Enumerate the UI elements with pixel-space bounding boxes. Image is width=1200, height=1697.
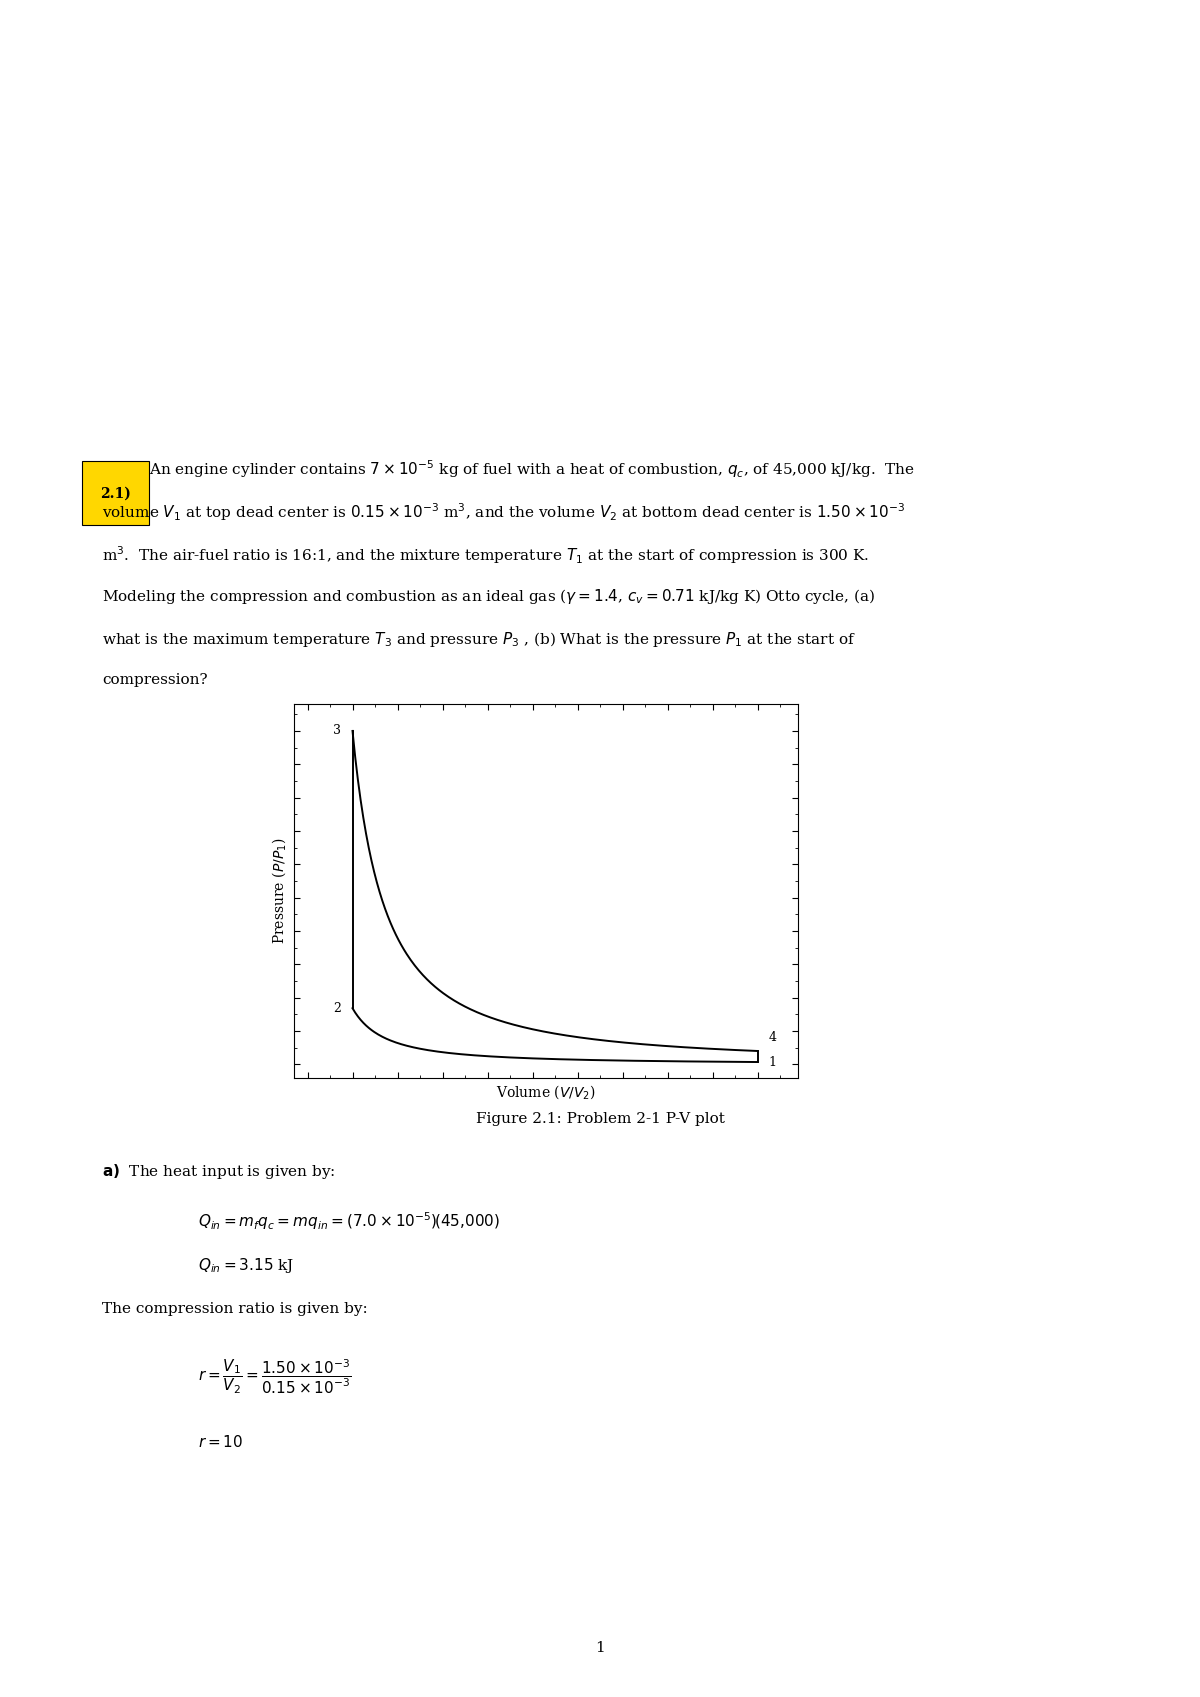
FancyBboxPatch shape [82, 462, 149, 526]
Text: Modeling the compression and combustion as an ideal gas ($\gamma = 1.4$, $c_v = : Modeling the compression and combustion … [102, 587, 875, 606]
Text: Figure 2.1: Problem 2-1 P-V plot: Figure 2.1: Problem 2-1 P-V plot [475, 1112, 725, 1125]
Text: what is the maximum temperature $T_3$ and pressure $P_3$ , (b) What is the press: what is the maximum temperature $T_3$ an… [102, 630, 856, 650]
Text: compression?: compression? [102, 674, 208, 687]
Text: 1: 1 [595, 1641, 605, 1655]
Text: $r = 10$: $r = 10$ [198, 1434, 244, 1449]
Text: $Q_{in} = m_f q_c = m q_{in} = \left(7.0 \times 10^{-5}\right)\!(45{,}000)$: $Q_{in} = m_f q_c = m q_{in} = \left(7.0… [198, 1210, 500, 1232]
Text: 2.1): 2.1) [100, 487, 131, 501]
Text: 2: 2 [334, 1001, 341, 1015]
Text: $\mathbf{a)}$  The heat input is given by:: $\mathbf{a)}$ The heat input is given by… [102, 1162, 336, 1181]
Text: 1: 1 [769, 1056, 776, 1069]
Text: The compression ratio is given by:: The compression ratio is given by: [102, 1302, 367, 1315]
Text: m$^3$.  The air-fuel ratio is 16:1, and the mixture temperature $T_1$ at the sta: m$^3$. The air-fuel ratio is 16:1, and t… [102, 545, 869, 565]
Y-axis label: Pressure ($P/P_1$): Pressure ($P/P_1$) [271, 838, 288, 944]
Text: $Q_{in} = 3.15$ kJ: $Q_{in} = 3.15$ kJ [198, 1256, 294, 1274]
Text: 4: 4 [769, 1032, 776, 1044]
Text: $r = \dfrac{V_1}{V_2} = \dfrac{1.50 \times 10^{-3}}{0.15 \times 10^{-3}}$: $r = \dfrac{V_1}{V_2} = \dfrac{1.50 \tim… [198, 1358, 352, 1395]
Text: 3: 3 [334, 725, 341, 738]
Text: An engine cylinder contains $7 \times 10^{-5}$ kg of fuel with a heat of combust: An engine cylinder contains $7 \times 10… [149, 458, 914, 480]
Text: volume $V_1$ at top dead center is $0.15 \times 10^{-3}$ m$^3$, and the volume $: volume $V_1$ at top dead center is $0.15… [102, 501, 905, 523]
X-axis label: Volume ($V/V_2$): Volume ($V/V_2$) [497, 1083, 595, 1101]
